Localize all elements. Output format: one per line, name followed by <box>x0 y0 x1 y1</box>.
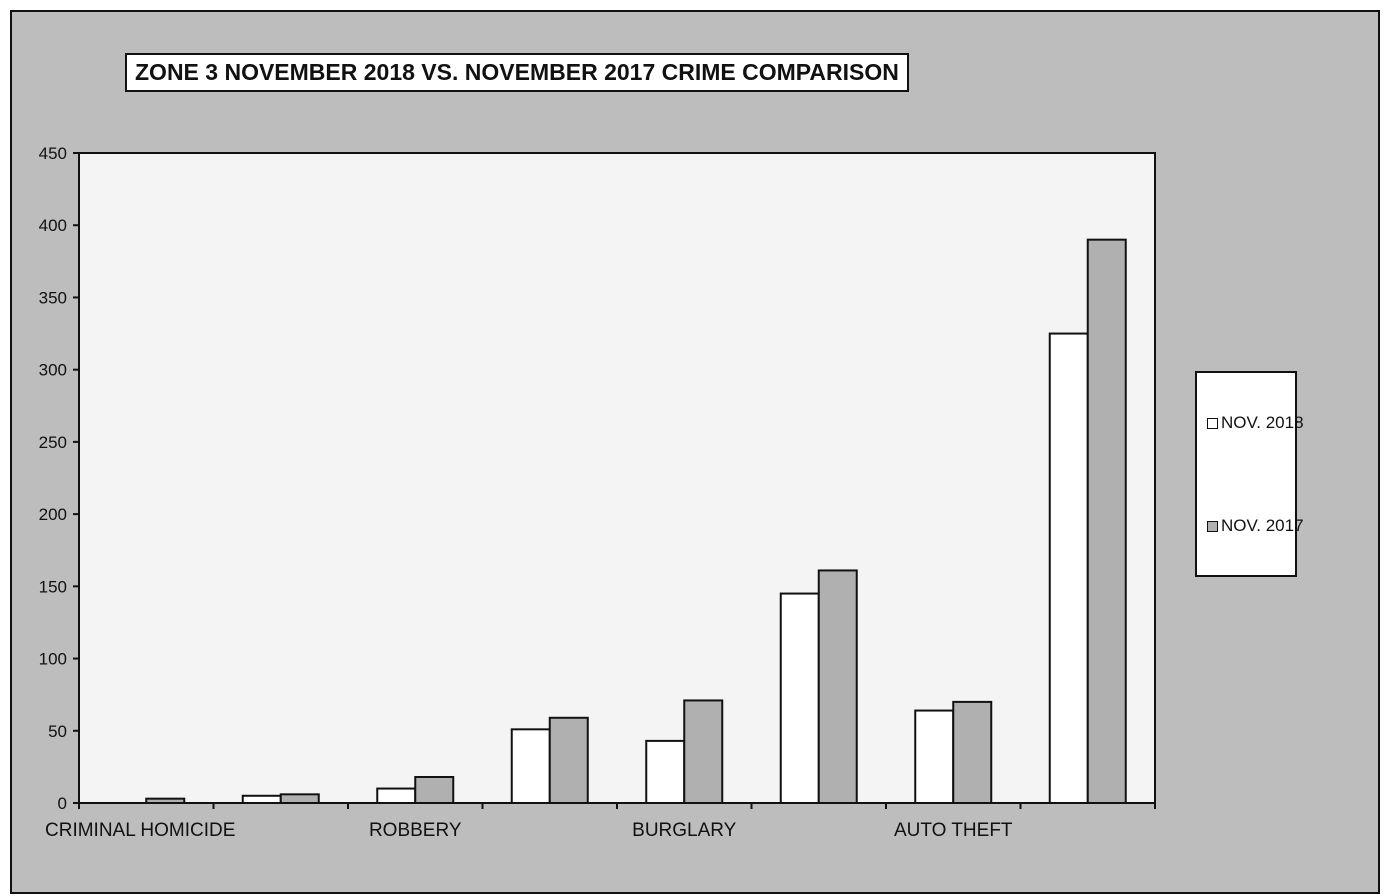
y-tick-label: 350 <box>39 288 67 307</box>
bar-2017 <box>683 699 724 805</box>
bar-2017 <box>952 700 993 805</box>
bar-2018 <box>645 739 686 805</box>
y-tick-label: 200 <box>39 505 67 524</box>
y-tick-label: 50 <box>48 722 67 741</box>
legend-label-2017: NOV. 2017 <box>1221 516 1304 535</box>
bar-2018 <box>779 592 820 804</box>
x-tick-label: AUTO THEFT <box>894 820 1013 841</box>
y-tick-label: 0 <box>58 794 67 813</box>
bar-2017 <box>414 776 455 804</box>
bar-2018 <box>1048 332 1089 804</box>
y-tick-label: 250 <box>39 433 67 452</box>
legend-item-2018: NOV. 2018 <box>1207 413 1304 433</box>
x-tick-label: BURGLARY <box>632 820 737 841</box>
bar-2018 <box>914 709 955 804</box>
legend-swatch-2018 <box>1207 417 1218 429</box>
bar-2017 <box>145 797 186 805</box>
y-tick-label: 400 <box>39 216 67 235</box>
bar-2018 <box>376 787 417 804</box>
legend-item-2017: NOV. 2017 <box>1207 516 1304 536</box>
y-tick-label: 300 <box>39 361 67 380</box>
plot-area <box>78 152 1156 804</box>
legend-label-2018: NOV. 2018 <box>1221 413 1304 432</box>
bar-2017 <box>817 569 858 805</box>
bar-2018 <box>510 728 551 804</box>
y-tick-label: 100 <box>39 650 67 669</box>
bar-2017 <box>548 716 589 804</box>
legend-swatch-2017 <box>1207 520 1218 532</box>
legend: NOV. 2018 NOV. 2017 <box>1195 371 1304 577</box>
y-tick-label: 150 <box>39 577 67 596</box>
x-tick-label: CRIMINAL HOMICIDE <box>45 820 235 841</box>
bar-2017 <box>279 793 320 804</box>
bar-2017 <box>1086 238 1127 804</box>
chart-title: ZONE 3 NOVEMBER 2018 VS. NOVEMBER 2017 C… <box>125 53 909 92</box>
bar-2018 <box>241 794 282 804</box>
x-tick-label: ROBBERY <box>369 820 462 841</box>
y-tick-label: 450 <box>39 144 67 163</box>
